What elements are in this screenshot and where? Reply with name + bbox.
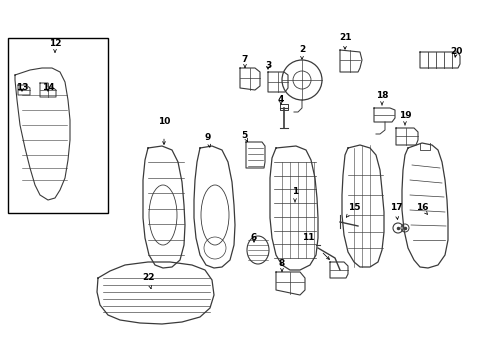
- Text: 5: 5: [241, 130, 247, 139]
- Text: 11: 11: [302, 234, 314, 243]
- Bar: [8, 38, 108, 213]
- Text: 10: 10: [158, 117, 170, 126]
- Text: 12: 12: [49, 40, 61, 49]
- Text: 18: 18: [376, 90, 388, 99]
- Text: 14: 14: [42, 82, 54, 91]
- Text: 7: 7: [242, 55, 248, 64]
- Text: 22: 22: [142, 274, 154, 283]
- Text: 1: 1: [292, 188, 298, 197]
- Text: 20: 20: [450, 48, 462, 57]
- Text: 3: 3: [265, 62, 271, 71]
- Text: 19: 19: [399, 111, 411, 120]
- Text: 8: 8: [279, 258, 285, 267]
- Text: 16: 16: [416, 203, 428, 212]
- Text: 6: 6: [251, 233, 257, 242]
- Text: 17: 17: [390, 202, 402, 211]
- Text: 21: 21: [339, 33, 351, 42]
- Text: 4: 4: [278, 95, 284, 104]
- Text: 2: 2: [299, 45, 305, 54]
- Text: 9: 9: [205, 134, 211, 143]
- Text: 13: 13: [16, 82, 28, 91]
- Text: 15: 15: [348, 203, 360, 212]
